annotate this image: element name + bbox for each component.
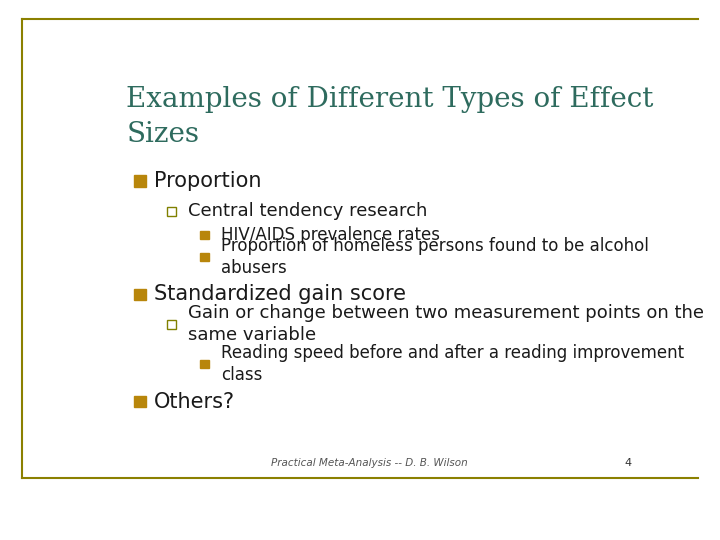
Text: HIV/AIDS prevalence rates: HIV/AIDS prevalence rates: [221, 226, 440, 244]
Bar: [200, 360, 210, 368]
Bar: [133, 176, 145, 187]
Text: 4: 4: [624, 458, 631, 468]
Bar: [133, 288, 145, 300]
Bar: [200, 253, 210, 261]
Text: Sizes: Sizes: [126, 121, 199, 148]
Bar: [133, 396, 145, 407]
Bar: [167, 320, 176, 329]
Text: Proportion of homeless persons found to be alcohol
abusers: Proportion of homeless persons found to …: [221, 237, 649, 277]
Text: Examples of Different Types of Effect: Examples of Different Types of Effect: [126, 85, 654, 113]
Text: Practical Meta-Analysis -- D. B. Wilson: Practical Meta-Analysis -- D. B. Wilson: [271, 458, 467, 468]
Bar: [200, 231, 210, 239]
Text: Reading speed before and after a reading improvement
class: Reading speed before and after a reading…: [221, 344, 684, 384]
Text: Standardized gain score: Standardized gain score: [154, 285, 406, 305]
Text: Central tendency research: Central tendency research: [188, 202, 427, 220]
Bar: [167, 207, 176, 216]
Text: Proportion: Proportion: [154, 171, 261, 191]
Text: Others?: Others?: [154, 392, 235, 411]
Text: Gain or change between two measurement points on the
same variable: Gain or change between two measurement p…: [188, 304, 703, 345]
